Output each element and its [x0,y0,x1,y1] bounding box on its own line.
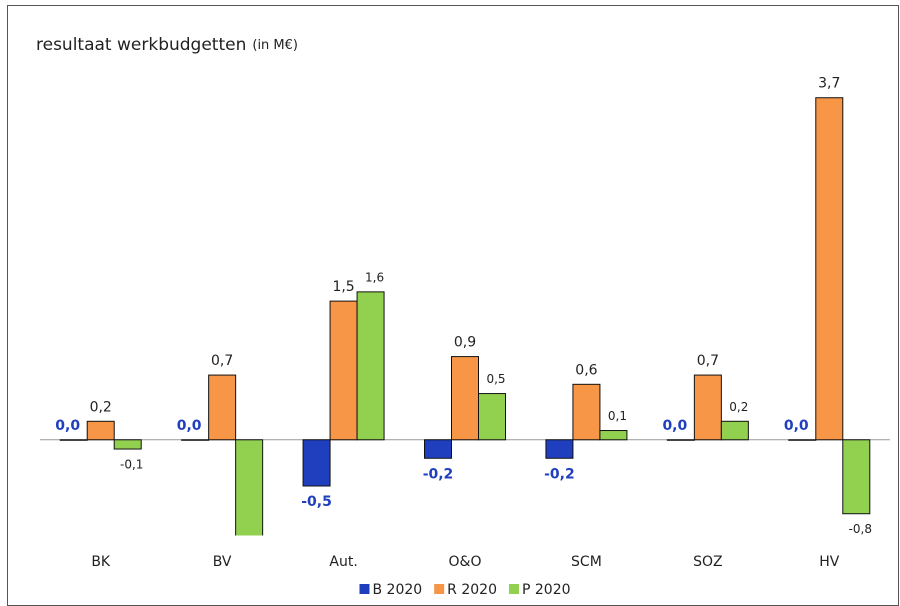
bar [666,439,695,441]
x-tick-label: Aut. [329,554,357,570]
value-label: 0,0 [784,418,809,434]
legend-swatch [508,584,519,594]
value-label: 0,2 [90,399,112,415]
legend: B 2020 R 2020 P 2020 [359,582,571,598]
value-label: 1,5 [332,279,354,295]
bar [720,420,749,441]
bar [208,374,237,441]
labels: 0,0 0,0 -0,5 -0,2 -0,2 0,0 0,0 0,2 0,7 1,5 0,9 0,6 0… [55,76,872,598]
bar [572,383,601,441]
bar [113,439,142,450]
plot-area [40,97,890,536]
value-label: -0,2 [423,466,454,482]
bar [59,439,88,441]
value-label: 1,6 [365,270,384,284]
legend-label: P 2020 [522,582,571,598]
bar [424,439,452,459]
x-tick-label: HV [819,554,840,570]
bar [815,97,844,441]
frame [7,5,899,606]
value-label: -0,8 [849,522,872,536]
bar [181,439,210,441]
bar [842,439,871,515]
bar [356,291,385,441]
bar [235,439,264,536]
value-label: 0,0 [177,418,202,434]
bar [545,439,574,459]
x-tick-label: SCM [571,554,602,570]
value-label: 0,0 [55,418,80,434]
x-tick-label: BK [91,554,111,570]
value-label: 0,9 [454,335,476,351]
bar [302,439,331,487]
bar [788,439,817,441]
x-tick-label: O&O [449,554,482,570]
bar [451,356,479,441]
value-label: 0,5 [486,372,505,386]
value-label: -0,2 [544,466,575,482]
x-tick-label: SOZ [693,554,723,570]
legend-label: B 2020 [372,582,422,598]
title-main: resultaat werkbudgetten [36,35,246,55]
value-label: -0,5 [301,494,332,510]
legend-swatch [434,584,445,594]
bar [478,393,506,441]
chart-title: resultaat werkbudgetten (in M€) [36,35,298,55]
value-label: 0,2 [729,400,748,414]
value-label: 0,7 [211,353,233,369]
legend-label: R 2020 [447,582,497,598]
bar [86,420,115,441]
bar [599,430,628,441]
x-tick-label: BV [213,554,232,570]
value-label: 0,7 [697,353,719,369]
value-label: 0,1 [608,409,627,423]
value-label: 0,6 [575,362,597,378]
bar [329,300,358,441]
title-unit: (in M€) [252,38,298,53]
value-label: -0,1 [120,458,143,472]
value-label: 0,0 [662,418,687,434]
value-label: 3,7 [818,76,840,92]
bar [693,374,722,441]
legend-swatch [359,584,370,594]
